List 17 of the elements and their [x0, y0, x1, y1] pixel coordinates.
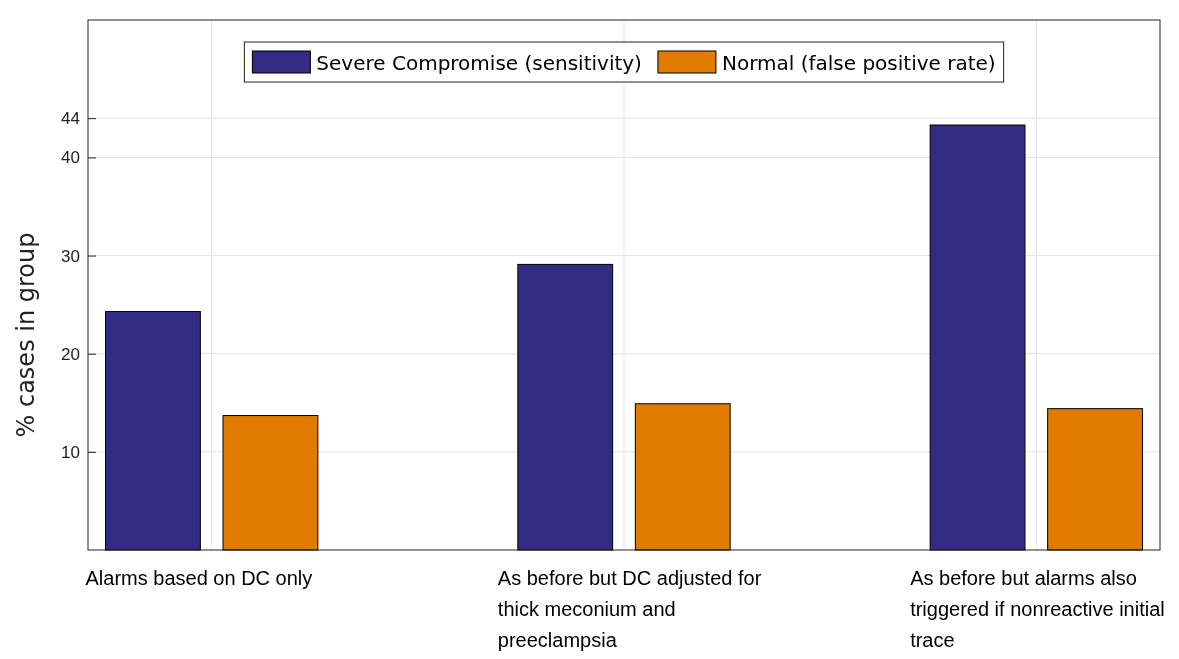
y-tick-label: 44 [61, 109, 80, 129]
x-tick-label: Alarms based on DC only [85, 567, 313, 589]
y-axis-title: % cases in group [12, 232, 40, 438]
legend-label: Normal (false positive rate) [721, 51, 996, 75]
bar [222, 415, 319, 551]
x-tick-label: As before but DC adjusted for thick meconium and preeclampsia [497, 567, 762, 651]
bar [105, 311, 201, 551]
bar [1047, 408, 1143, 551]
y-tick-label: 20 [61, 344, 80, 364]
bar [517, 263, 614, 551]
x-tick-label: As before but alarms also triggered if nonreactive initial trace [910, 567, 1165, 651]
y-tick-label: 40 [61, 148, 80, 168]
y-tick-label: 30 [61, 246, 80, 266]
bar [929, 124, 1026, 551]
legend-label: Severe Compromise (sensitivity) [316, 51, 642, 75]
y-tick-label: 10 [61, 442, 80, 462]
bar [634, 403, 731, 551]
